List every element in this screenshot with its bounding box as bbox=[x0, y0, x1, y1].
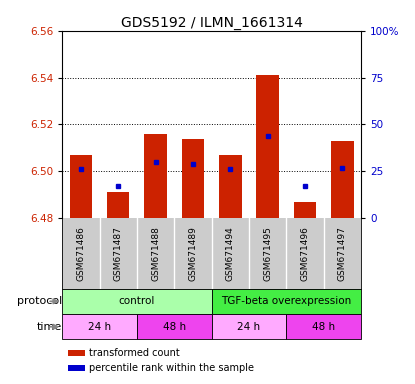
Text: GSM671486: GSM671486 bbox=[76, 226, 85, 281]
Text: protocol: protocol bbox=[17, 296, 62, 306]
Text: GSM671495: GSM671495 bbox=[263, 226, 272, 281]
Bar bbox=[68, 350, 85, 356]
Text: percentile rank within the sample: percentile rank within the sample bbox=[89, 363, 254, 373]
Title: GDS5192 / ILMN_1661314: GDS5192 / ILMN_1661314 bbox=[121, 16, 303, 30]
Bar bbox=[212, 314, 286, 339]
Bar bbox=[212, 289, 361, 314]
Text: GSM671497: GSM671497 bbox=[338, 226, 347, 281]
Bar bbox=[144, 134, 167, 218]
Text: GSM671494: GSM671494 bbox=[226, 226, 235, 281]
Bar bbox=[70, 155, 92, 218]
Text: GSM671488: GSM671488 bbox=[151, 226, 160, 281]
Text: 24 h: 24 h bbox=[237, 322, 261, 332]
Bar bbox=[107, 192, 129, 218]
Bar bbox=[68, 365, 85, 371]
Bar bbox=[137, 314, 212, 339]
Text: 24 h: 24 h bbox=[88, 322, 111, 332]
Text: transformed count: transformed count bbox=[89, 349, 180, 359]
Text: 48 h: 48 h bbox=[312, 322, 335, 332]
Text: time: time bbox=[37, 322, 62, 332]
Text: 48 h: 48 h bbox=[163, 322, 186, 332]
Text: TGF-beta overexpression: TGF-beta overexpression bbox=[221, 296, 352, 306]
Bar bbox=[331, 141, 354, 218]
Text: GSM671496: GSM671496 bbox=[300, 226, 310, 281]
Text: GSM671487: GSM671487 bbox=[114, 226, 123, 281]
Bar bbox=[286, 314, 361, 339]
Bar bbox=[62, 289, 212, 314]
Bar bbox=[182, 139, 204, 218]
Text: control: control bbox=[119, 296, 155, 306]
Bar bbox=[219, 155, 242, 218]
Bar bbox=[256, 75, 279, 218]
Bar bbox=[294, 202, 316, 218]
Bar bbox=[62, 314, 137, 339]
Text: GSM671489: GSM671489 bbox=[188, 226, 198, 281]
